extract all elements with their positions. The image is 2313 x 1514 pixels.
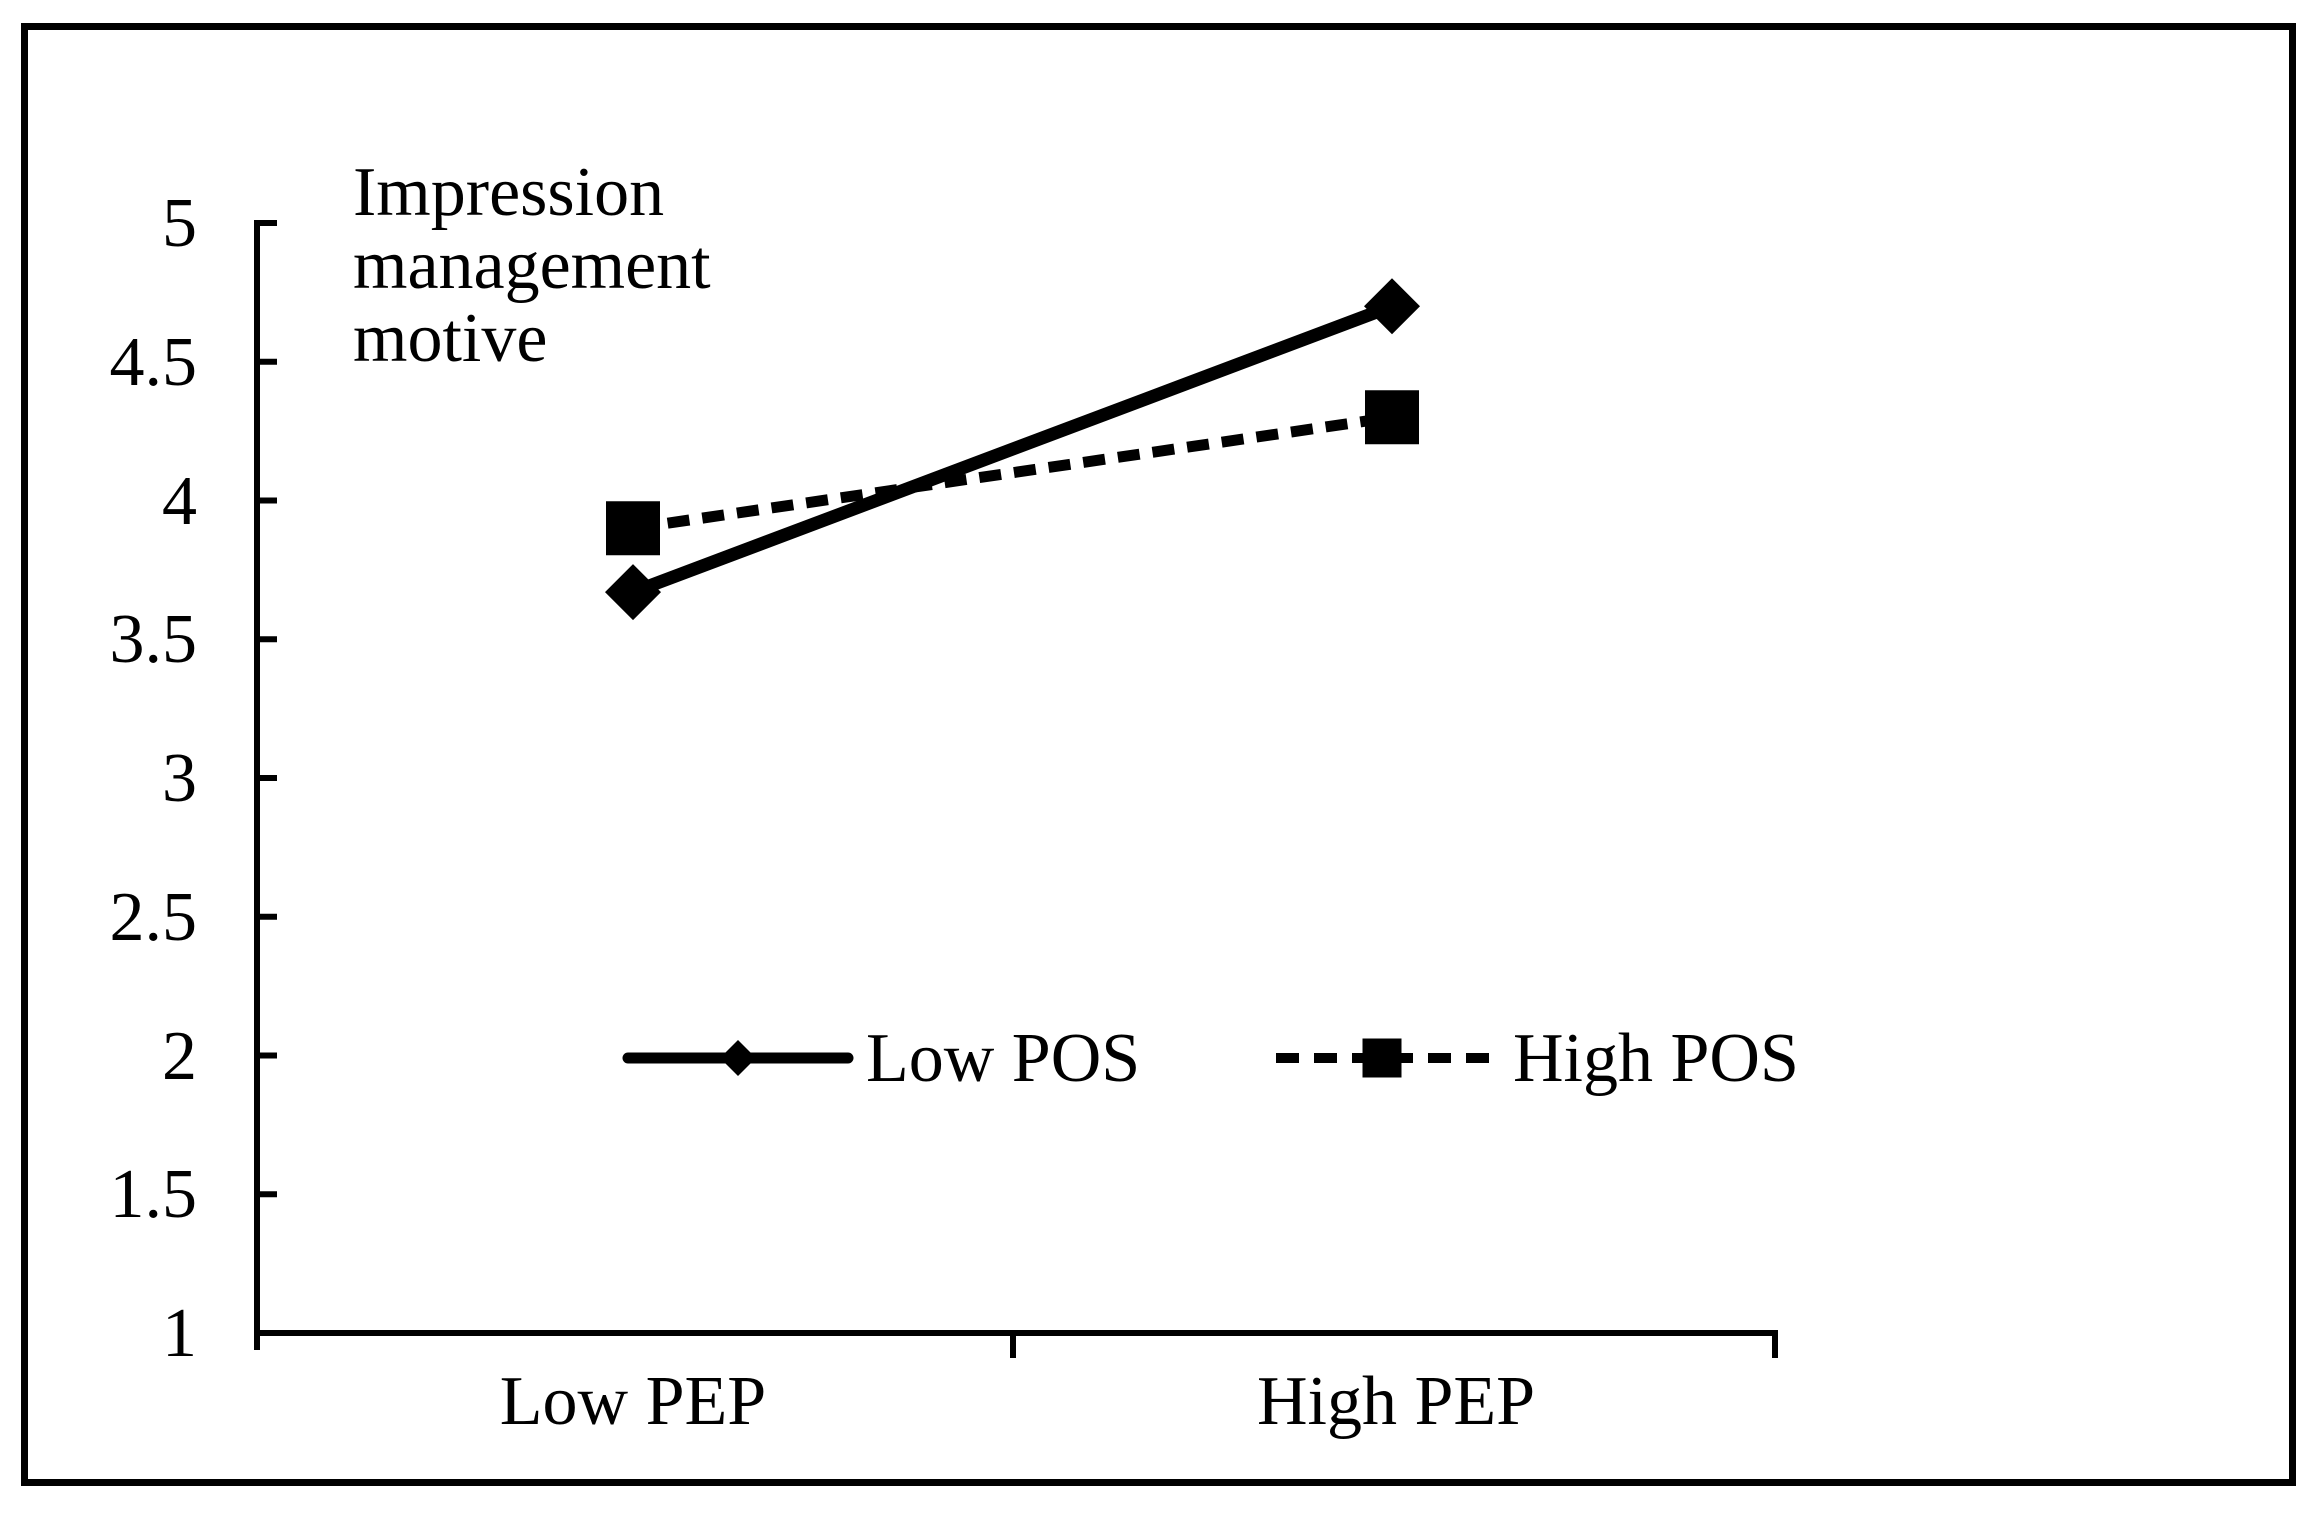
legend-label-low-pos: Low POS [866, 1020, 1141, 1097]
x-category-label-low-pep: Low PEP [499, 1363, 767, 1440]
series-line-high-pos [632, 411, 1393, 534]
y-tick-label: 1.5 [109, 1156, 198, 1234]
y-axis-title: Impression management motive [353, 154, 711, 377]
data-marker-square [1365, 390, 1419, 445]
legend-marker-square [1362, 1038, 1402, 1078]
y-tick-label: 3 [162, 740, 197, 817]
legend-marker-diamond [720, 1040, 756, 1076]
y-tick-label: 2 [162, 1017, 197, 1095]
figure-border [21, 23, 2296, 1486]
data-marker-square [606, 501, 660, 556]
y-tick-label: 4.5 [109, 323, 198, 401]
x-category-label-high-pep: High PEP [1256, 1363, 1536, 1440]
series-line-low-pos [630, 300, 1395, 599]
y-tick-label: 3.5 [109, 601, 198, 679]
data-marker-diamond [1364, 278, 1420, 335]
legend-label-high-pos: High POS [1513, 1020, 1799, 1097]
data-marker-diamond [605, 564, 661, 621]
y-tick-label: 4 [162, 462, 197, 540]
y-tick-label: 1 [162, 1295, 197, 1372]
y-tick-label: 5 [162, 185, 197, 262]
y-tick-label: 2.5 [109, 878, 198, 956]
